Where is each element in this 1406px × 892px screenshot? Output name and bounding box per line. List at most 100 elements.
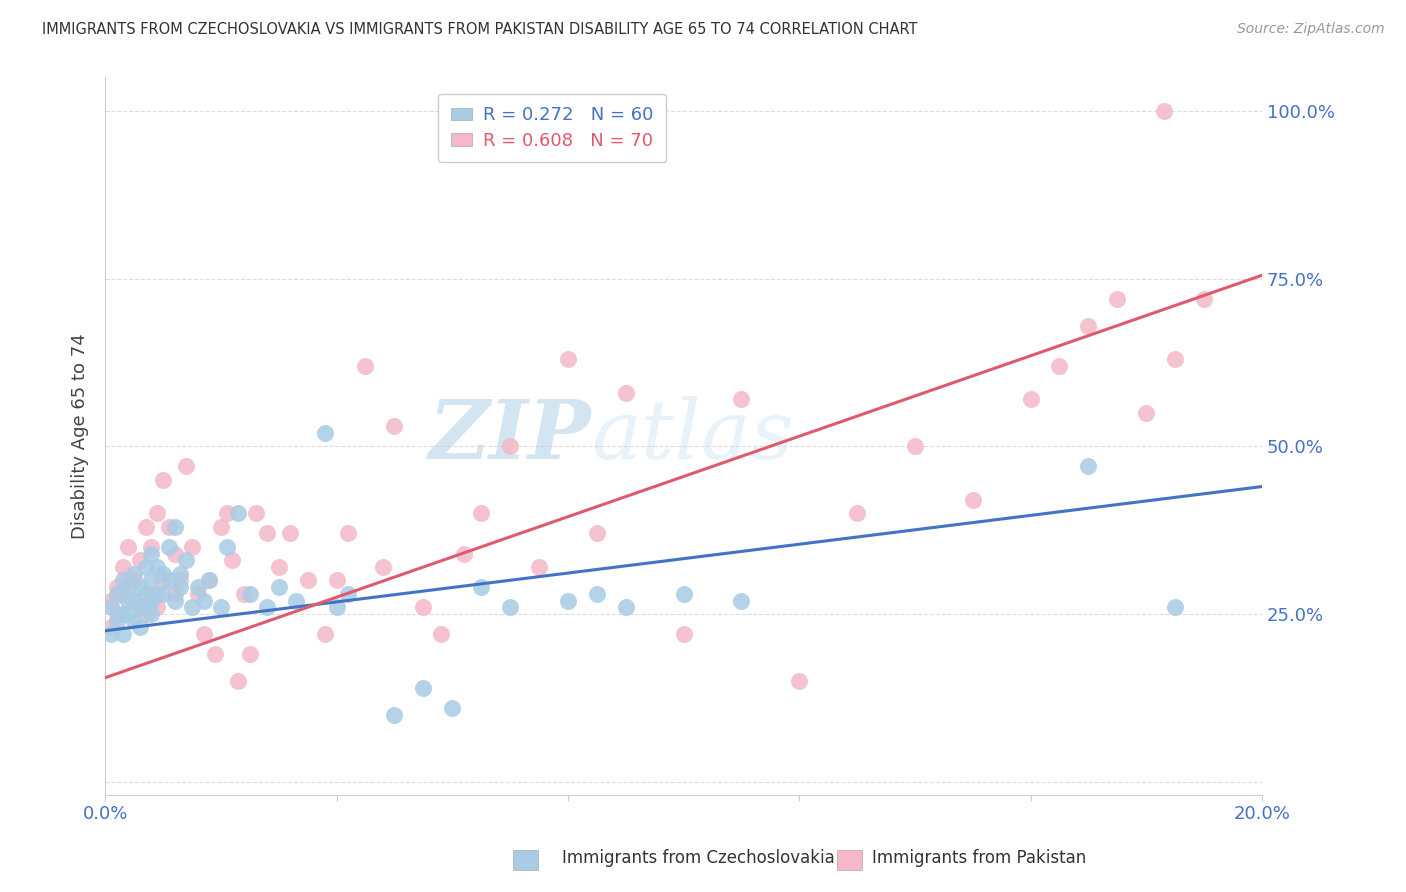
Point bbox=[1164, 352, 1187, 367]
Point bbox=[141, 587, 163, 601]
Point bbox=[129, 580, 152, 594]
Point bbox=[226, 674, 249, 689]
Point bbox=[169, 574, 191, 588]
Point bbox=[314, 425, 336, 440]
Point bbox=[141, 540, 163, 554]
Point bbox=[169, 580, 191, 594]
Point bbox=[100, 627, 122, 641]
Point bbox=[730, 593, 752, 607]
Point bbox=[141, 607, 163, 621]
Point bbox=[325, 574, 347, 588]
Point bbox=[122, 566, 145, 581]
Point bbox=[181, 600, 204, 615]
Point bbox=[105, 587, 128, 601]
Point bbox=[904, 439, 927, 453]
Point bbox=[429, 627, 451, 641]
Point bbox=[1192, 292, 1215, 306]
Point bbox=[105, 607, 128, 621]
Point bbox=[105, 580, 128, 594]
Point bbox=[198, 574, 221, 588]
Point bbox=[163, 520, 186, 534]
Point bbox=[209, 600, 232, 615]
Point bbox=[233, 587, 256, 601]
Point bbox=[163, 593, 186, 607]
Point bbox=[163, 547, 186, 561]
Point bbox=[354, 359, 377, 373]
Point bbox=[846, 507, 869, 521]
Point bbox=[141, 574, 163, 588]
Point bbox=[122, 593, 145, 607]
Point bbox=[412, 681, 434, 695]
Point bbox=[267, 560, 290, 574]
Point bbox=[122, 593, 145, 607]
Point bbox=[117, 580, 139, 594]
Point bbox=[453, 547, 475, 561]
Point bbox=[111, 574, 134, 588]
Point bbox=[135, 607, 157, 621]
Point bbox=[325, 600, 347, 615]
Legend: R = 0.272   N = 60, R = 0.608   N = 70: R = 0.272 N = 60, R = 0.608 N = 70 bbox=[439, 94, 666, 162]
Point bbox=[256, 526, 278, 541]
Point bbox=[1077, 318, 1099, 333]
Point bbox=[129, 620, 152, 634]
Point bbox=[215, 540, 238, 554]
Point bbox=[135, 600, 157, 615]
Point bbox=[787, 674, 810, 689]
Point bbox=[141, 547, 163, 561]
Point bbox=[117, 540, 139, 554]
Point bbox=[157, 574, 180, 588]
Point bbox=[239, 647, 262, 661]
Point bbox=[499, 439, 522, 453]
Point bbox=[256, 600, 278, 615]
Point bbox=[204, 647, 226, 661]
Point bbox=[100, 620, 122, 634]
Point bbox=[1135, 406, 1157, 420]
Point bbox=[152, 473, 174, 487]
Point bbox=[730, 392, 752, 407]
Point bbox=[297, 574, 319, 588]
Point bbox=[129, 553, 152, 567]
Point bbox=[527, 560, 550, 574]
Point bbox=[371, 560, 394, 574]
Point bbox=[470, 580, 492, 594]
Point bbox=[141, 593, 163, 607]
Point bbox=[585, 587, 607, 601]
Text: Source: ZipAtlas.com: Source: ZipAtlas.com bbox=[1237, 22, 1385, 37]
Point bbox=[614, 385, 637, 400]
Point bbox=[198, 574, 221, 588]
Point bbox=[152, 566, 174, 581]
Point bbox=[111, 627, 134, 641]
Point bbox=[441, 701, 464, 715]
Point bbox=[557, 352, 579, 367]
Point bbox=[146, 600, 169, 615]
Point bbox=[111, 607, 134, 621]
Point bbox=[245, 507, 267, 521]
Text: Immigrants from Czechoslovakia: Immigrants from Czechoslovakia bbox=[562, 849, 835, 867]
Point bbox=[337, 526, 360, 541]
Point bbox=[146, 587, 169, 601]
Point bbox=[278, 526, 301, 541]
Point bbox=[100, 593, 122, 607]
Point bbox=[672, 587, 695, 601]
Point bbox=[122, 614, 145, 628]
Point bbox=[157, 520, 180, 534]
Point bbox=[614, 600, 637, 615]
Point bbox=[209, 520, 232, 534]
Point bbox=[962, 492, 984, 507]
Point bbox=[152, 587, 174, 601]
Point bbox=[111, 560, 134, 574]
Point bbox=[105, 614, 128, 628]
Text: atlas: atlas bbox=[591, 396, 793, 476]
Point bbox=[314, 627, 336, 641]
Point bbox=[239, 587, 262, 601]
Text: ZIP: ZIP bbox=[429, 396, 591, 476]
Point bbox=[157, 540, 180, 554]
Point bbox=[146, 560, 169, 574]
Point bbox=[215, 507, 238, 521]
Point bbox=[267, 580, 290, 594]
Point bbox=[470, 507, 492, 521]
Point bbox=[337, 587, 360, 601]
Point bbox=[152, 574, 174, 588]
Text: IMMIGRANTS FROM CZECHOSLOVAKIA VS IMMIGRANTS FROM PAKISTAN DISABILITY AGE 65 TO : IMMIGRANTS FROM CZECHOSLOVAKIA VS IMMIGR… bbox=[42, 22, 918, 37]
Point bbox=[193, 593, 215, 607]
